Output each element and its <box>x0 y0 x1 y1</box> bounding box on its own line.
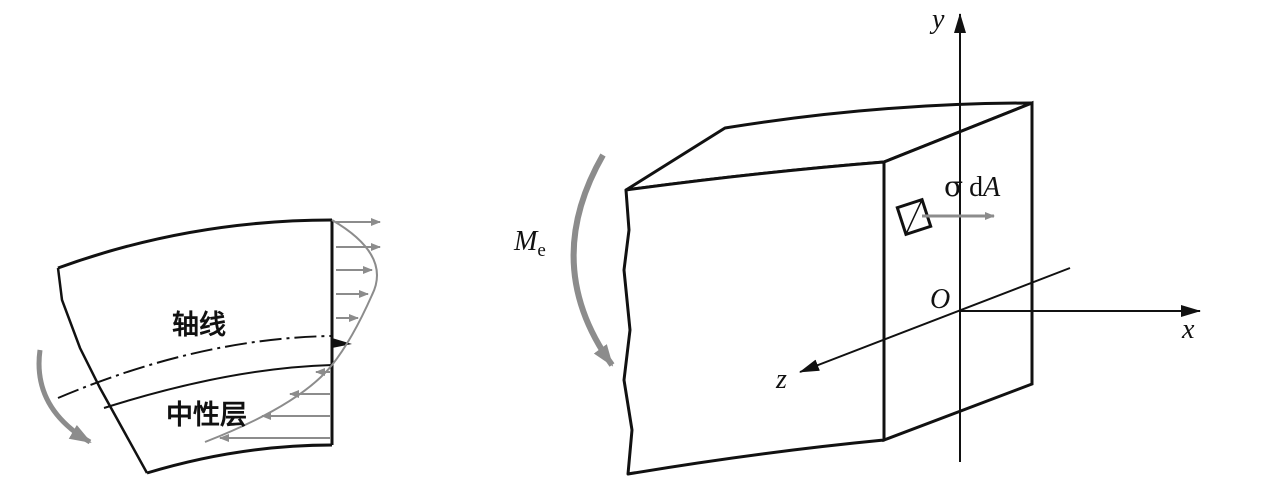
bent-beam-diagram: 轴线 中性层 <box>36 218 381 475</box>
origin-label: O <box>930 284 950 315</box>
z-axis-label: z <box>775 364 787 395</box>
moment-label: Me <box>513 226 546 261</box>
z-axis <box>799 267 1071 373</box>
beam-block-diagram: Me σ dA y x z O <box>513 4 1201 476</box>
block-side-face <box>622 160 886 476</box>
block-front-face <box>882 100 1034 443</box>
neutral-layer-label: 中性层 <box>166 400 247 431</box>
stress-distribution-curve <box>204 219 378 443</box>
neutral-layer-line <box>103 364 333 409</box>
beam-bottom-edge <box>146 443 333 475</box>
beam-left-edge <box>56 267 149 474</box>
axis-label: 轴线 <box>172 310 226 341</box>
axis-marker <box>332 338 352 348</box>
y-axis-label: y <box>929 4 945 35</box>
moment-arrow-left <box>36 349 92 445</box>
beam-axis-line <box>57 335 333 399</box>
area-element-dA <box>895 197 933 237</box>
x-axis-label: x <box>1181 314 1195 345</box>
beam-top-edge <box>57 218 333 270</box>
moment-arrow-right <box>570 153 615 367</box>
stress-label: σ dA <box>944 170 1001 203</box>
